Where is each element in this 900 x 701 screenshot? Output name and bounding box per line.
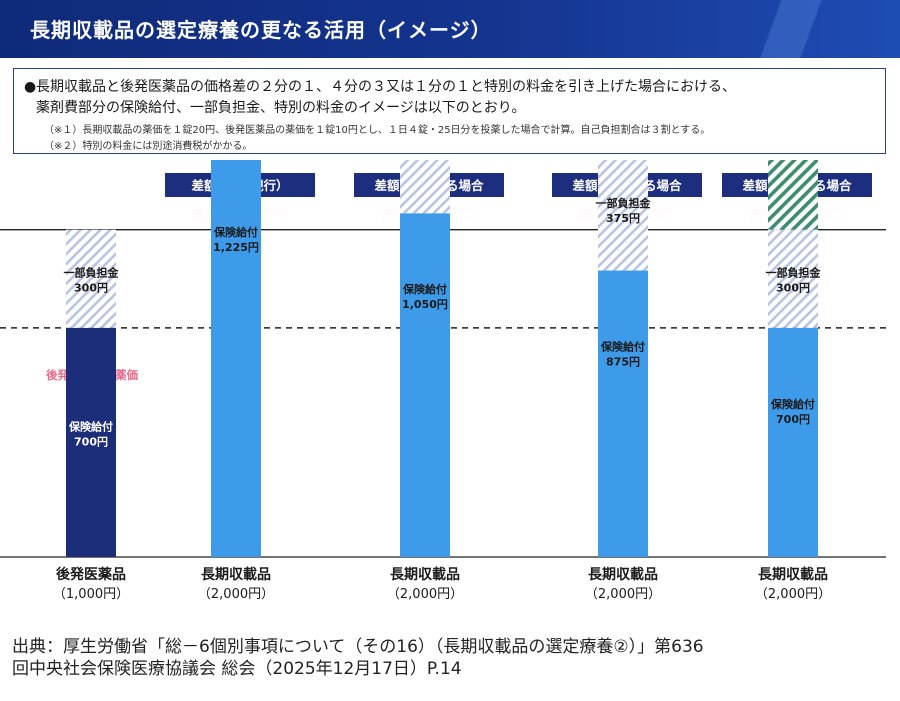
category-total: （1,000円） [53,587,129,602]
explanation-line-2: 薬剤費部分の保険給付、一部負担金、特別の料金のイメージは以下のとおり。 [36,100,526,116]
copay-value: 375円 [606,212,640,225]
title-bar: 長期収載品の選定療養の更なる活用（イメージ） [0,0,900,58]
insurance-value: 700円 [776,413,810,426]
category-total: （2,000円） [387,587,463,602]
bar-copay-segment [768,229,818,328]
insurance-label: 保険給付 [68,419,113,433]
category-name: 長期収載品 [390,566,460,583]
insurance-value: 875円 [606,356,640,369]
page-title: 長期収載品の選定療養の更なる活用（イメージ） [30,18,492,42]
explanation-line-1: 長期収載品と後発医薬品の価格差の２分の１、４分の３又は１分の１と特別の料金を引き… [36,79,736,95]
insurance-label: 保険給付 [213,225,258,239]
insurance-label: 保険給付 [402,282,447,296]
bar-insurance-segment [66,327,116,557]
category-name: 後発医薬品 [56,566,126,583]
bar-insurance-segment [211,160,261,557]
bar-insurance-segment [400,213,450,558]
copay-value: 300円 [74,282,108,295]
category-name: 長期収載品 [588,566,658,583]
copay-label: 一部負担金 [596,196,652,210]
bar-copay-segment [66,229,116,328]
bar-copay-segment [598,160,648,271]
explanation-box: ● 長期収載品と後発医薬品の価格差の２分の１、４分の３又は１分の１と特別の料金を… [13,68,886,154]
insurance-label: 保険給付 [600,340,645,354]
category-name: 長期収載品 [201,566,271,583]
insurance-label: 保険給付 [770,397,815,411]
footnote-1: （※１）長期収載品の薬価を１錠20円、後発医薬品の薬価を１錠10円とし、１日４錠… [44,125,711,136]
copay-label: 一部負担金 [64,266,120,280]
insurance-value: 1,225円 [213,241,259,254]
bar-insurance-segment [768,327,818,557]
bar-copay-segment [400,160,450,214]
category-total: （2,000円） [585,587,661,602]
stacked-bar-chart: 後発医薬品の薬価保険給付700円一部負担金300円後発医薬品（1,000円）差額… [0,160,886,602]
insurance-value: 1,050円 [402,298,448,311]
source-line-2: 回中央社会保険医療協議会 総会（2025年12月17日）P.14 [12,659,462,679]
category-total: （2,000円） [755,587,831,602]
footnote-2: （※２）特別の料金には別途消費税がかかる。 [44,141,253,152]
bar-insurance-segment [598,270,648,557]
explanation-text: ● 長期収載品と後発医薬品の価格差の２分の１、４分の３又は１分の１と特別の料金を… [24,77,876,119]
category-total: （2,000円） [198,587,274,602]
title-bar-accent [720,0,900,58]
copay-label: 一部負担金 [766,266,822,280]
bar-special-fee-segment [768,160,818,230]
insurance-value: 700円 [74,435,108,448]
source-citation: 出典：厚生労働省「総－6個別事項について（その16）（長期収載品の選定療養②）」… [12,636,892,680]
category-name: 長期収載品 [758,566,828,583]
bullet-icon: ● [24,79,37,95]
source-line-1: 出典：厚生労働省「総－6個別事項について（その16）（長期収載品の選定療養②）」… [12,637,704,657]
copay-value: 300円 [776,282,810,295]
